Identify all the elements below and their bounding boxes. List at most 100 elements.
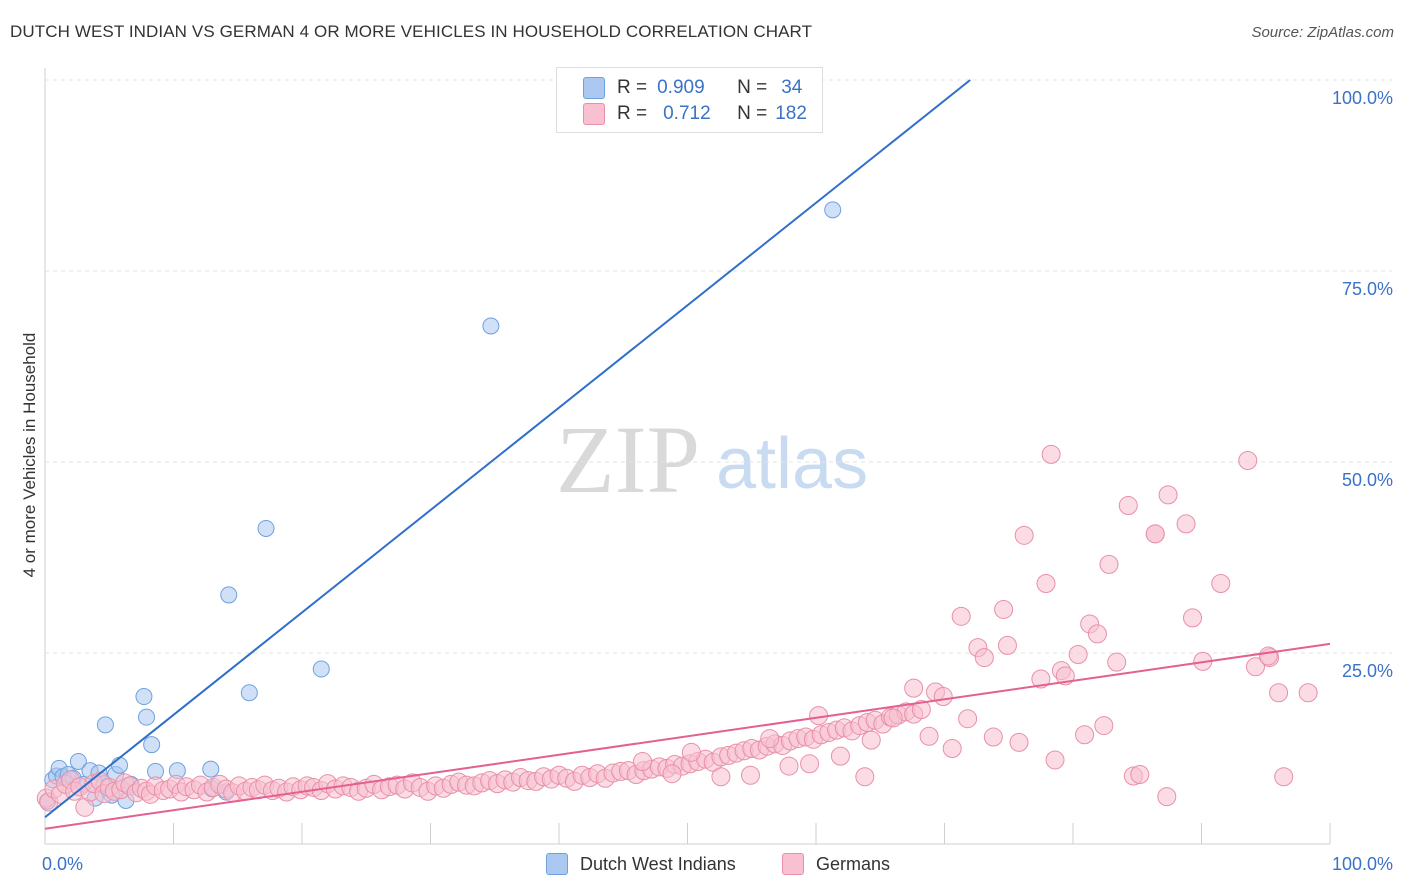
dutch-west-indian-point xyxy=(111,756,129,774)
german-point xyxy=(855,767,875,787)
german-point xyxy=(1274,767,1294,787)
german-point xyxy=(662,764,682,784)
german-point xyxy=(919,726,939,746)
dutch-west-indian-point xyxy=(202,760,220,778)
watermark: ZIP atlas xyxy=(556,406,868,513)
german-point xyxy=(1099,554,1119,574)
x-tick-label: 100.0% xyxy=(1332,854,1393,874)
dutch-west-indian-point xyxy=(96,716,114,734)
bottom-legend-label: Germans xyxy=(816,853,891,874)
trend-line-germans xyxy=(44,642,1331,830)
bottom-legend-dutch-west-indians: Dutch West Indians xyxy=(546,852,736,876)
legend-r-value: 0.712 xyxy=(663,103,711,124)
bottom-legend-germans: Germans xyxy=(782,852,890,876)
german-point xyxy=(740,765,760,785)
chart-title: DUTCH WEST INDIAN VS GERMAN 4 OR MORE VE… xyxy=(10,22,813,41)
source-label: Source: ZipAtlas.com xyxy=(1251,24,1394,41)
y-tick-label: 75.0% xyxy=(1342,279,1393,299)
german-point xyxy=(830,746,850,766)
german-point xyxy=(1075,725,1095,745)
grid xyxy=(45,79,1392,654)
german-point xyxy=(1036,573,1056,593)
legend-n-label: N = xyxy=(737,77,768,98)
bottom-legend-swatch-germans xyxy=(782,853,804,875)
legend-n-label: N = xyxy=(737,103,768,124)
trend-lines xyxy=(44,79,1331,830)
german-point xyxy=(1041,444,1061,464)
dutch-west-indian-point xyxy=(240,684,258,702)
german-point xyxy=(1269,683,1289,703)
german-point xyxy=(1130,764,1150,784)
german-point xyxy=(711,767,731,787)
german-point xyxy=(633,751,653,771)
dutch-west-indian-point xyxy=(482,317,500,335)
watermark-zip: ZIP xyxy=(556,406,700,513)
legend-r-value: 0.909 xyxy=(657,77,705,98)
legend-n-value: 34 xyxy=(781,77,803,98)
dutch-west-indian-point xyxy=(220,586,238,604)
dutch-west-indian-point xyxy=(143,736,161,754)
german-point xyxy=(1245,657,1265,677)
german-point xyxy=(997,635,1017,655)
german-point xyxy=(1118,496,1138,516)
y-tick-label: 25.0% xyxy=(1342,661,1393,681)
y-tick-label: 100.0% xyxy=(1332,88,1393,108)
german-point xyxy=(974,648,994,668)
german-point xyxy=(1211,573,1231,593)
dutch-west-indian-point xyxy=(69,752,87,770)
legend-swatch-dutch-west-indians xyxy=(583,77,605,99)
dutch-west-indian-point xyxy=(257,519,275,537)
bottom-legend-swatch-dutch-west-indians xyxy=(546,853,568,875)
german-point xyxy=(904,678,924,698)
german-point xyxy=(911,700,931,720)
tick-labels: 25.0% 50.0% 75.0% 100.0% 0.0% 100.0% xyxy=(42,88,1393,874)
german-point xyxy=(1094,716,1114,736)
german-point xyxy=(942,739,962,758)
y-tick-label: 50.0% xyxy=(1342,470,1393,490)
dutch-west-indian-point xyxy=(135,688,153,706)
german-point xyxy=(760,729,780,749)
german-point xyxy=(779,756,799,776)
german-point xyxy=(1176,514,1196,534)
bottom-legend-label: Dutch West Indians xyxy=(580,853,736,874)
german-point xyxy=(883,708,903,728)
german-point xyxy=(1145,524,1165,544)
watermark-atlas: atlas xyxy=(716,424,868,504)
german-point xyxy=(1014,525,1034,545)
legend-swatch-germans xyxy=(583,103,605,125)
german-point xyxy=(681,742,701,762)
dutch-west-indian-point xyxy=(824,201,842,219)
german-point xyxy=(1068,645,1088,665)
legend-n-value: 182 xyxy=(775,103,807,124)
german-point xyxy=(1258,646,1278,666)
legend-row-dutch-west-indians: R = 0.909 N = 34 xyxy=(583,76,802,100)
german-point xyxy=(1183,608,1203,628)
dutch-west-indian-point xyxy=(138,708,156,726)
german-point xyxy=(958,709,978,729)
german-point xyxy=(951,606,971,626)
german-point xyxy=(1087,624,1107,644)
german-point xyxy=(1045,750,1065,770)
german-point xyxy=(1157,787,1177,807)
german-point xyxy=(933,687,953,707)
german-point xyxy=(861,730,881,750)
german-point xyxy=(1238,450,1258,470)
german-point xyxy=(1031,669,1051,689)
correlation-legend: R = 0.909 N = 34 R = 0.712 N = 182 xyxy=(556,67,823,133)
data-points xyxy=(36,201,1318,817)
x-tick-label: 0.0% xyxy=(42,854,83,874)
legend-r-label: R = xyxy=(617,103,648,124)
axes xyxy=(44,68,1331,845)
german-point xyxy=(800,754,820,774)
german-point xyxy=(1158,485,1178,505)
german-point xyxy=(983,727,1003,747)
dutch-west-indian-point xyxy=(312,660,330,678)
legend-r-label: R = xyxy=(617,77,648,98)
german-point xyxy=(1298,683,1318,703)
german-point xyxy=(1107,652,1127,672)
legend-row-germans: R = 0.712 N = 182 xyxy=(583,102,807,126)
german-point xyxy=(1009,732,1029,752)
trend-line-dutch-west-indians xyxy=(44,79,971,819)
german-point xyxy=(994,599,1014,619)
